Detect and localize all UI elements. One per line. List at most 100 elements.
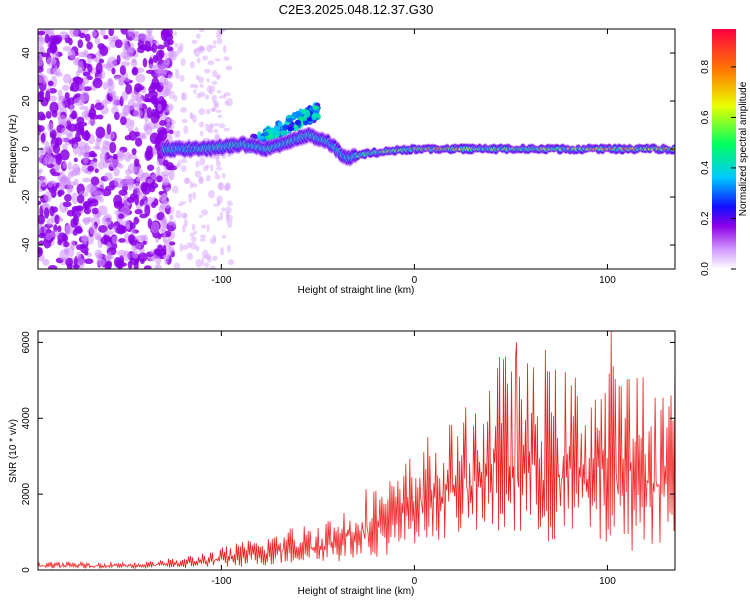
heatmap-cell — [146, 29, 153, 35]
y-tick-label: 6000 — [21, 331, 32, 354]
heatmap-cell — [168, 246, 175, 253]
heatmap-cell — [66, 132, 73, 140]
heatmap-cell — [57, 189, 65, 196]
heatmap-cell — [165, 187, 171, 192]
heatmap-cell — [119, 64, 127, 76]
heatmap-cell — [123, 77, 131, 83]
heatmap-cell — [203, 68, 211, 74]
heatmap-cell — [156, 175, 163, 183]
heatmap-cell — [166, 46, 174, 52]
heatmap-cell — [213, 128, 219, 133]
heatmap-cell — [209, 265, 216, 269]
heatmap-cell — [156, 166, 161, 177]
heatmap-cell — [270, 128, 279, 135]
heatmap-cell — [61, 143, 68, 151]
heatmap-cell — [157, 103, 162, 112]
heatmap-cell — [128, 234, 136, 245]
heatmap-cell — [226, 244, 231, 253]
heatmap-cell — [194, 170, 202, 178]
y-tick-label: 0 — [21, 567, 32, 573]
heatmap-cell — [215, 109, 222, 114]
heatmap-cell — [59, 249, 70, 261]
heatmap-cell — [174, 42, 179, 48]
heatmap-cell — [38, 169, 41, 178]
heatmap-cell — [207, 60, 215, 66]
heatmap-cell — [172, 130, 179, 136]
heatmap-cell — [111, 235, 118, 245]
heatmap-cell — [186, 252, 194, 261]
heatmap-cell — [38, 240, 45, 246]
heatmap-cell — [48, 265, 58, 269]
heatmap-cell — [216, 216, 221, 222]
heatmap-cell — [44, 207, 50, 219]
heatmap-cell — [83, 154, 89, 165]
heatmap-cell — [169, 206, 175, 215]
heatmap-cell — [72, 264, 80, 269]
heatmap-cell — [77, 39, 84, 49]
heatmap-cell — [82, 177, 91, 183]
heatmap-cell — [133, 158, 140, 167]
heatmap-cell — [44, 33, 50, 44]
heatmap-cell — [189, 232, 195, 237]
heatmap-cell — [131, 182, 141, 190]
heatmap-cell — [104, 172, 113, 182]
heatmap-cell — [61, 127, 67, 136]
heatmap-cell — [126, 196, 135, 203]
heatmap-cell — [70, 81, 80, 93]
heatmap-cell — [198, 107, 206, 116]
heatmap-cell — [193, 88, 197, 95]
spectrogram-panel: -100 0 100 -40 -20 0 20 40 Height of straight … — [8, 28, 676, 296]
heatmap-cell — [173, 31, 177, 36]
heatmap-cell — [190, 112, 194, 119]
heatmap-cell — [160, 98, 167, 111]
heatmap-cell — [42, 258, 50, 266]
heatmap-cell — [122, 54, 131, 61]
heatmap-cell — [141, 182, 151, 195]
heatmap-cell — [127, 98, 136, 111]
heatmap-cell — [65, 117, 74, 122]
heatmap-cell — [168, 169, 175, 181]
heatmap-cell — [103, 35, 109, 40]
heatmap-cell — [38, 72, 46, 84]
heatmap-cell — [104, 185, 115, 191]
heatmap-cell — [131, 58, 137, 64]
y-tick-label: 2000 — [21, 483, 32, 506]
heatmap-cell — [125, 223, 130, 230]
heatmap-cell — [199, 130, 204, 137]
heatmap-cell — [71, 110, 77, 120]
heatmap-cell — [68, 37, 73, 46]
heatmap-cell — [157, 113, 168, 121]
heatmap-cell — [136, 97, 143, 104]
heatmap-cell — [211, 106, 216, 112]
heatmap-cell — [223, 56, 230, 61]
heatmap-cell — [144, 149, 152, 161]
heatmap-cell — [89, 224, 98, 235]
heatmap-cell — [257, 135, 266, 140]
heatmap-cell — [204, 94, 210, 100]
heatmap-cell — [114, 39, 123, 49]
heatmap-cell — [217, 114, 223, 119]
heatmap-cell — [143, 122, 149, 132]
heatmap-cell — [201, 209, 208, 216]
heatmap-cell — [286, 126, 295, 132]
heatmap-cell — [179, 75, 185, 82]
heatmap-cell — [126, 176, 135, 187]
heatmap-cell — [180, 106, 188, 113]
heatmap-cell — [214, 58, 221, 62]
heatmap-cell — [169, 214, 174, 220]
heatmap-cell — [55, 153, 63, 166]
colorbar-title: Normalized spectral amplitude — [738, 81, 749, 216]
heatmap-cell — [158, 49, 165, 59]
heatmap-cell — [46, 67, 56, 75]
heatmap-cell — [217, 37, 223, 45]
heatmap-cell — [146, 178, 153, 184]
x-tick-label: 100 — [599, 576, 616, 587]
heatmap-cell — [154, 264, 162, 269]
heatmap-cell — [80, 235, 89, 242]
heatmap-cell — [71, 163, 80, 176]
heatmap-cell — [167, 74, 174, 80]
heatmap-cell — [38, 36, 45, 43]
heatmap-cell — [40, 114, 46, 121]
heatmap-cell — [87, 165, 95, 172]
heatmap-cell — [131, 66, 139, 76]
